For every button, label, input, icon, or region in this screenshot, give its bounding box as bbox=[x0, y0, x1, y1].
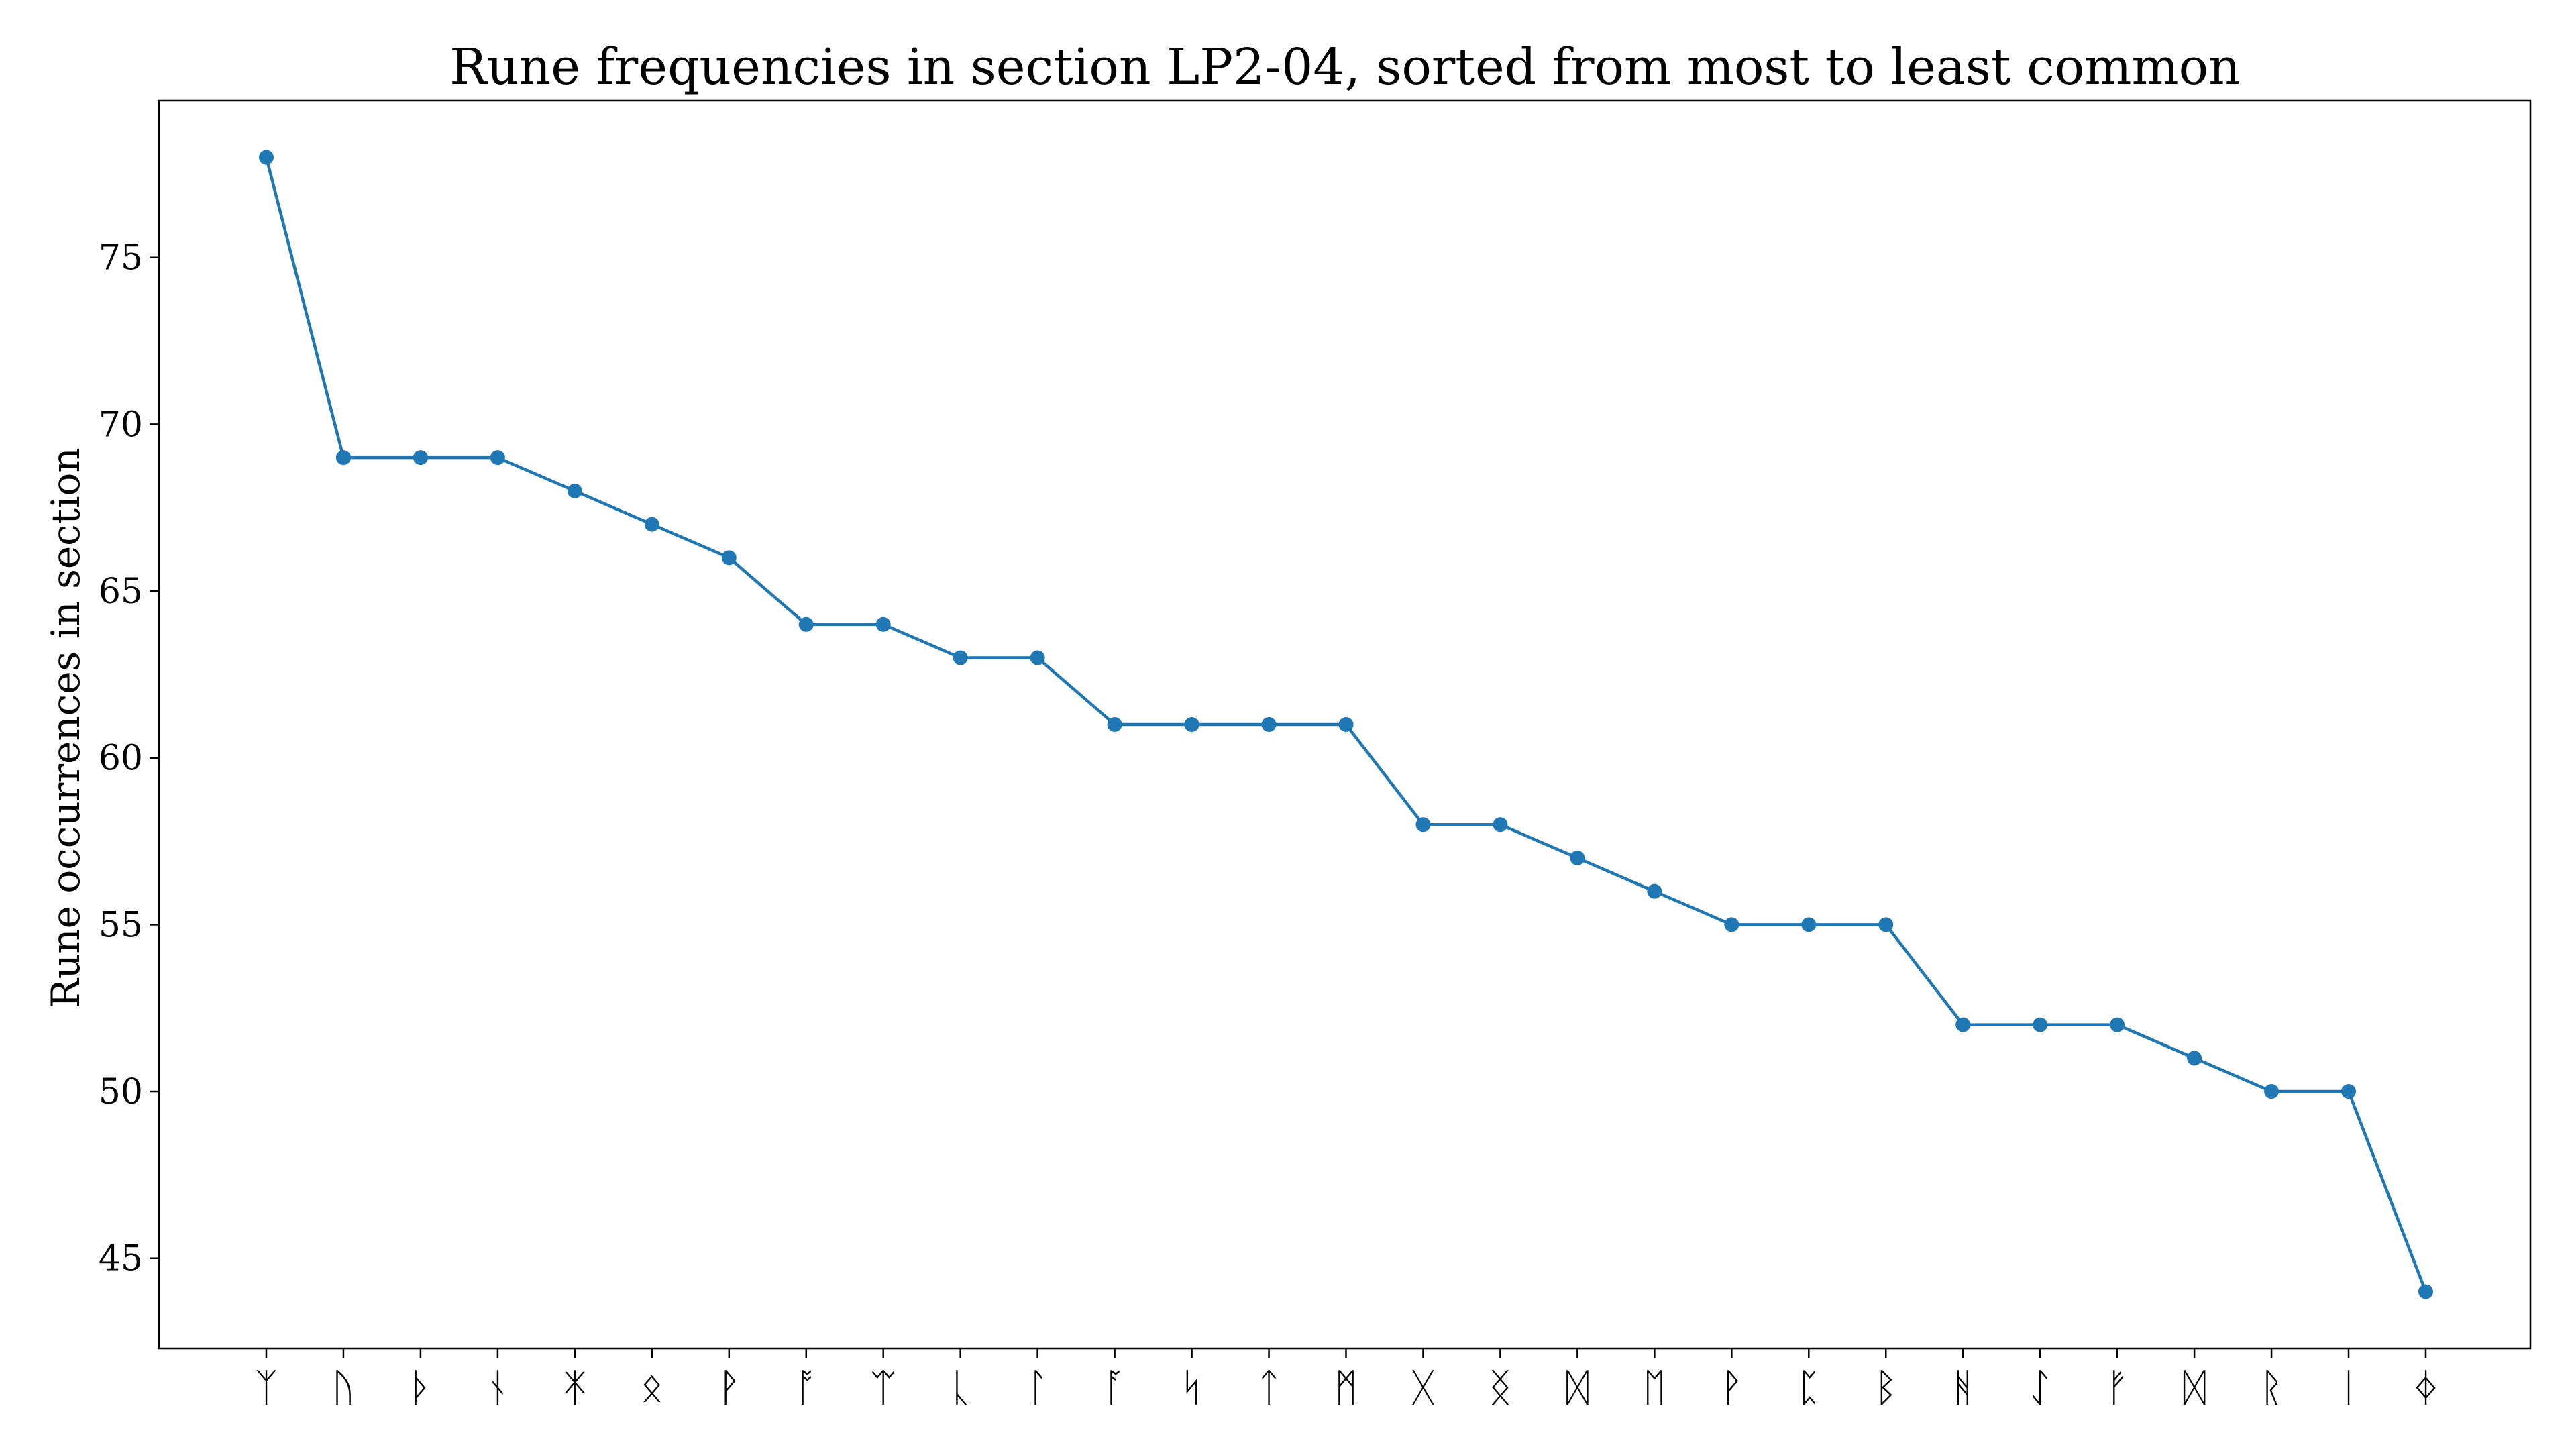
x-tick-label-rune: ᛞ bbox=[1566, 1364, 1589, 1410]
x-tick-label-rune: ᚪ bbox=[1103, 1364, 1126, 1410]
data-point bbox=[335, 450, 351, 466]
x-tick-label-rune: ᚱ bbox=[2260, 1364, 2284, 1410]
data-point bbox=[2110, 1017, 2125, 1032]
data-point bbox=[1415, 817, 1431, 833]
data-point bbox=[2033, 1017, 2048, 1032]
x-tick-label-rune: ᛖ bbox=[1643, 1364, 1666, 1410]
y-axis-label: Rune occurrences in section bbox=[43, 447, 89, 1008]
data-point bbox=[1955, 1017, 1971, 1032]
y-tick-label: 75 bbox=[99, 238, 143, 278]
data-point bbox=[1570, 850, 1585, 865]
data-point bbox=[259, 150, 274, 165]
data-point bbox=[1801, 917, 1817, 932]
y-tick-label: 70 bbox=[99, 405, 143, 445]
data-point bbox=[644, 517, 659, 532]
data-point bbox=[1647, 883, 1662, 899]
x-tick-label-rune: ᚷ bbox=[1411, 1364, 1435, 1410]
x-tick-label-rune: ᛗ bbox=[1334, 1364, 1358, 1410]
data-point bbox=[1724, 917, 1739, 932]
x-tick-label-rune: ᛒ bbox=[1874, 1364, 1898, 1410]
data-point bbox=[567, 483, 582, 498]
data-point bbox=[1261, 717, 1277, 732]
data-point bbox=[1184, 717, 1199, 732]
data-point bbox=[2264, 1084, 2279, 1099]
data-point bbox=[1107, 717, 1122, 732]
data-point bbox=[798, 616, 814, 632]
x-tick-label-rune: ᛁ bbox=[2337, 1364, 2361, 1410]
data-series bbox=[259, 150, 2433, 1299]
x-tick-label-rune: ᛞ bbox=[2183, 1364, 2206, 1410]
data-point bbox=[1493, 817, 1508, 833]
y-axis-ticks: 45 50 55 60 65 70 75 bbox=[99, 238, 159, 1279]
x-tick-label-rune: ᚹ bbox=[1720, 1364, 1743, 1410]
chart-title: Rune frequencies in section LP2-04, sort… bbox=[449, 38, 2241, 96]
data-point bbox=[1338, 717, 1354, 732]
data-point bbox=[1878, 917, 1894, 932]
x-tick-label-rune: ᛋ bbox=[1180, 1364, 1203, 1410]
x-tick-label-rune: ᚻ bbox=[1951, 1364, 1975, 1410]
data-point bbox=[721, 550, 737, 566]
y-tick-label: 60 bbox=[99, 739, 143, 779]
data-point bbox=[953, 650, 968, 665]
x-tick-label-rune: ᛟ bbox=[640, 1364, 663, 1410]
x-tick-label-rune: ᛈ bbox=[1797, 1364, 1821, 1410]
x-tick-label-rune: ᛉ bbox=[255, 1364, 278, 1410]
x-tick-label-rune: ᛝ bbox=[1489, 1364, 1512, 1410]
data-point bbox=[2418, 1284, 2433, 1299]
x-tick-label-rune: ᚢ bbox=[332, 1364, 356, 1410]
plot-area-frame bbox=[158, 99, 2532, 1350]
data-point bbox=[2341, 1084, 2357, 1099]
x-tick-label-rune: ᚠ bbox=[2106, 1364, 2129, 1410]
x-tick-label-rune: ᛇ bbox=[2029, 1364, 2052, 1410]
x-tick-label-rune: ᚾ bbox=[486, 1364, 509, 1410]
x-tick-label-rune: ᛠ bbox=[871, 1364, 895, 1410]
y-tick-label: 65 bbox=[99, 572, 143, 612]
data-point bbox=[1030, 650, 1045, 665]
data-point bbox=[875, 616, 891, 632]
data-point bbox=[2187, 1051, 2202, 1066]
x-tick-label-rune: ᛚ bbox=[1026, 1364, 1049, 1410]
x-tick-label-rune: ᚹ bbox=[717, 1364, 741, 1410]
x-tick-label-rune: ᚦ bbox=[409, 1364, 433, 1410]
x-tick-label-rune: ᚩ bbox=[794, 1364, 818, 1410]
x-tick-label-rune: ᛏ bbox=[1257, 1364, 1281, 1410]
y-tick-label: 50 bbox=[99, 1072, 143, 1112]
x-tick-label-rune: ᛄ bbox=[2414, 1364, 2438, 1410]
data-point bbox=[490, 450, 505, 466]
y-tick-label: 55 bbox=[99, 905, 143, 945]
y-tick-label: 45 bbox=[99, 1239, 143, 1279]
data-point bbox=[413, 450, 428, 466]
x-tick-label-rune: ᛡ bbox=[563, 1364, 586, 1410]
x-tick-label-rune: ᚳ bbox=[949, 1364, 972, 1410]
